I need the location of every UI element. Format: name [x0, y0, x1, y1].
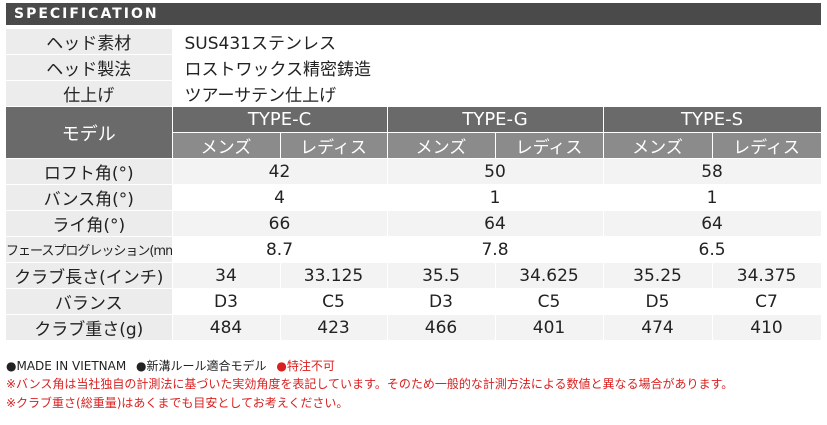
loft-label: ロフト角(°) [6, 158, 173, 185]
face-progression-label: フェースプログレッション(mm) [6, 236, 173, 263]
balance-value: D3 [172, 288, 281, 315]
balance-value: C7 [711, 288, 822, 315]
balance-value: C5 [494, 288, 604, 315]
spec-table: ヘッド素材 SUS431ステンレス ヘッド製法 ロストワックス精密鋳造 仕上げ … [6, 29, 822, 341]
model-sub-ladies: レディス [280, 132, 388, 159]
model-sub-mens: メンズ [603, 132, 713, 159]
face-progression-value-c: 8.7 [172, 236, 388, 263]
table-row: バランス D3 C5 D3 C5 D5 C7 [6, 288, 822, 315]
badge-groove-rule: 新溝ルール適合モデル [146, 359, 267, 373]
club-length-value: 35.5 [386, 262, 496, 289]
club-weight-value: 466 [386, 314, 496, 341]
model-sub-row: メンズ レディス メンズ レディス メンズ レディス [6, 132, 822, 159]
footer-note-bounce: ※バンス角は当社独自の計測法に基づいた実効角度を表記しています。そのため一般的な… [6, 377, 734, 391]
spec-title: SPECIFICATION [14, 6, 159, 22]
model-type-s: TYPE-S [603, 106, 822, 133]
model-label: モデル [6, 106, 173, 159]
head-method-label: ヘッド製法 [6, 54, 173, 81]
badge-made-in: MADE IN VIETNAM [16, 359, 127, 373]
table-row: ヘッド素材 SUS431ステンレス [6, 29, 822, 55]
model-sub-ladies: レディス [712, 132, 822, 159]
club-length-value: 34.625 [494, 262, 604, 289]
bounce-value-s: 1 [602, 184, 822, 211]
spec-header-bar: SPECIFICATION [6, 3, 821, 25]
finish-value: ツアーサテン仕上げ [172, 80, 822, 107]
bullet-icon: ● [136, 359, 147, 373]
club-weight-label: クラブ重さ(g) [6, 314, 173, 341]
club-length-value: 34 [172, 262, 281, 289]
model-type-row: モデル TYPE-C TYPE-G TYPE-S [6, 106, 822, 159]
lie-value-g: 64 [386, 210, 604, 237]
club-weight-value: 401 [494, 314, 604, 341]
loft-value-c: 42 [172, 158, 388, 185]
club-weight-value: 410 [711, 314, 822, 341]
bullet-icon: ● [6, 359, 17, 373]
lie-label: ライ角(°) [6, 210, 173, 237]
table-row: 仕上げ ツアーサテン仕上げ [6, 80, 822, 107]
head-material-value: SUS431ステンレス [172, 29, 822, 55]
balance-value: D3 [386, 288, 496, 315]
model-sub-mens: メンズ [387, 132, 496, 159]
head-material-label: ヘッド素材 [6, 29, 173, 55]
face-progression-value-s: 6.5 [602, 236, 822, 263]
table-row: ライ角(°) 66 64 64 [6, 210, 822, 237]
bounce-value-g: 1 [386, 184, 604, 211]
model-sub-ladies: レディス [495, 132, 604, 159]
club-length-label: クラブ長さ(インチ) [6, 262, 173, 289]
club-length-value: 35.25 [602, 262, 713, 289]
lie-value-c: 66 [172, 210, 388, 237]
model-sub-mens: メンズ [172, 132, 281, 159]
bounce-label: バンス角(°) [6, 184, 173, 211]
balance-value: D5 [602, 288, 713, 315]
table-row: クラブ長さ(インチ) 34 33.125 35.5 34.625 35.25 3… [6, 262, 822, 289]
club-weight-value: 423 [279, 314, 388, 341]
finish-label: 仕上げ [6, 80, 173, 107]
balance-label: バランス [6, 288, 173, 315]
loft-value-s: 58 [602, 158, 822, 185]
table-row: ヘッド製法 ロストワックス精密鋳造 [6, 54, 822, 81]
bullet-icon: ● [276, 359, 287, 373]
table-row: クラブ重さ(g) 484 423 466 401 474 410 [6, 314, 822, 341]
club-weight-value: 474 [602, 314, 713, 341]
model-type-g: TYPE-G [387, 106, 604, 133]
badge-no-custom: 特注不可 [286, 359, 335, 373]
model-type-c: TYPE-C [172, 106, 388, 133]
face-progression-value-g: 7.8 [386, 236, 604, 263]
footer-note-weight: ※クラブ重さ(総重量)はあくまでも目安としてお考えください。 [6, 396, 349, 410]
club-length-value: 34.375 [711, 262, 822, 289]
lie-value-s: 64 [602, 210, 822, 237]
loft-value-g: 50 [386, 158, 604, 185]
table-row: バンス角(°) 4 1 1 [6, 184, 822, 211]
club-weight-value: 484 [172, 314, 281, 341]
head-method-value: ロストワックス精密鋳造 [172, 54, 822, 81]
table-row: ロフト角(°) 42 50 58 [6, 158, 822, 185]
balance-value: C5 [279, 288, 388, 315]
bounce-value-c: 4 [172, 184, 388, 211]
footer-badges: ●MADE IN VIETNAM ●新溝ルール適合モデル ●特注不可 [6, 358, 335, 374]
club-length-value: 33.125 [279, 262, 388, 289]
table-row: フェースプログレッション(mm) 8.7 7.8 6.5 [6, 236, 822, 263]
